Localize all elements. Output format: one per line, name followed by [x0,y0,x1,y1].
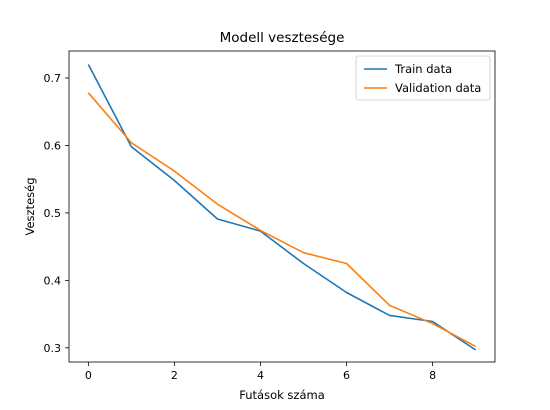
y-tick-label: 0.4 [44,274,62,287]
y-tick-label: 0.3 [44,342,62,355]
x-tick-label: 4 [257,369,264,382]
y-tick-label: 0.6 [44,139,62,152]
y-tick-label: 0.7 [44,72,62,85]
x-tick-label: 6 [343,369,350,382]
x-tick-label: 0 [85,369,92,382]
x-axis-title: Futások száma [239,388,325,402]
series-line-train-data [87,64,477,351]
x-tick-label: 8 [429,369,436,382]
x-axis: 0 2 4 6 8 [85,362,436,382]
plot-frame [68,50,496,363]
y-axis: 0.3 0.4 0.5 0.6 0.7 [44,72,69,355]
legend-label: Validation data [395,81,481,95]
series-layer [87,64,477,351]
y-tick-label: 0.5 [44,207,62,220]
legend-box [355,55,491,101]
legend-label: Train data [394,62,452,76]
y-axis-title: Veszteség [23,177,37,235]
series-line-validation-data [87,92,477,348]
legend: Train data Validation data [355,55,491,101]
x-tick-label: 2 [171,369,178,382]
chart-title: Modell vesztesége [220,30,345,46]
